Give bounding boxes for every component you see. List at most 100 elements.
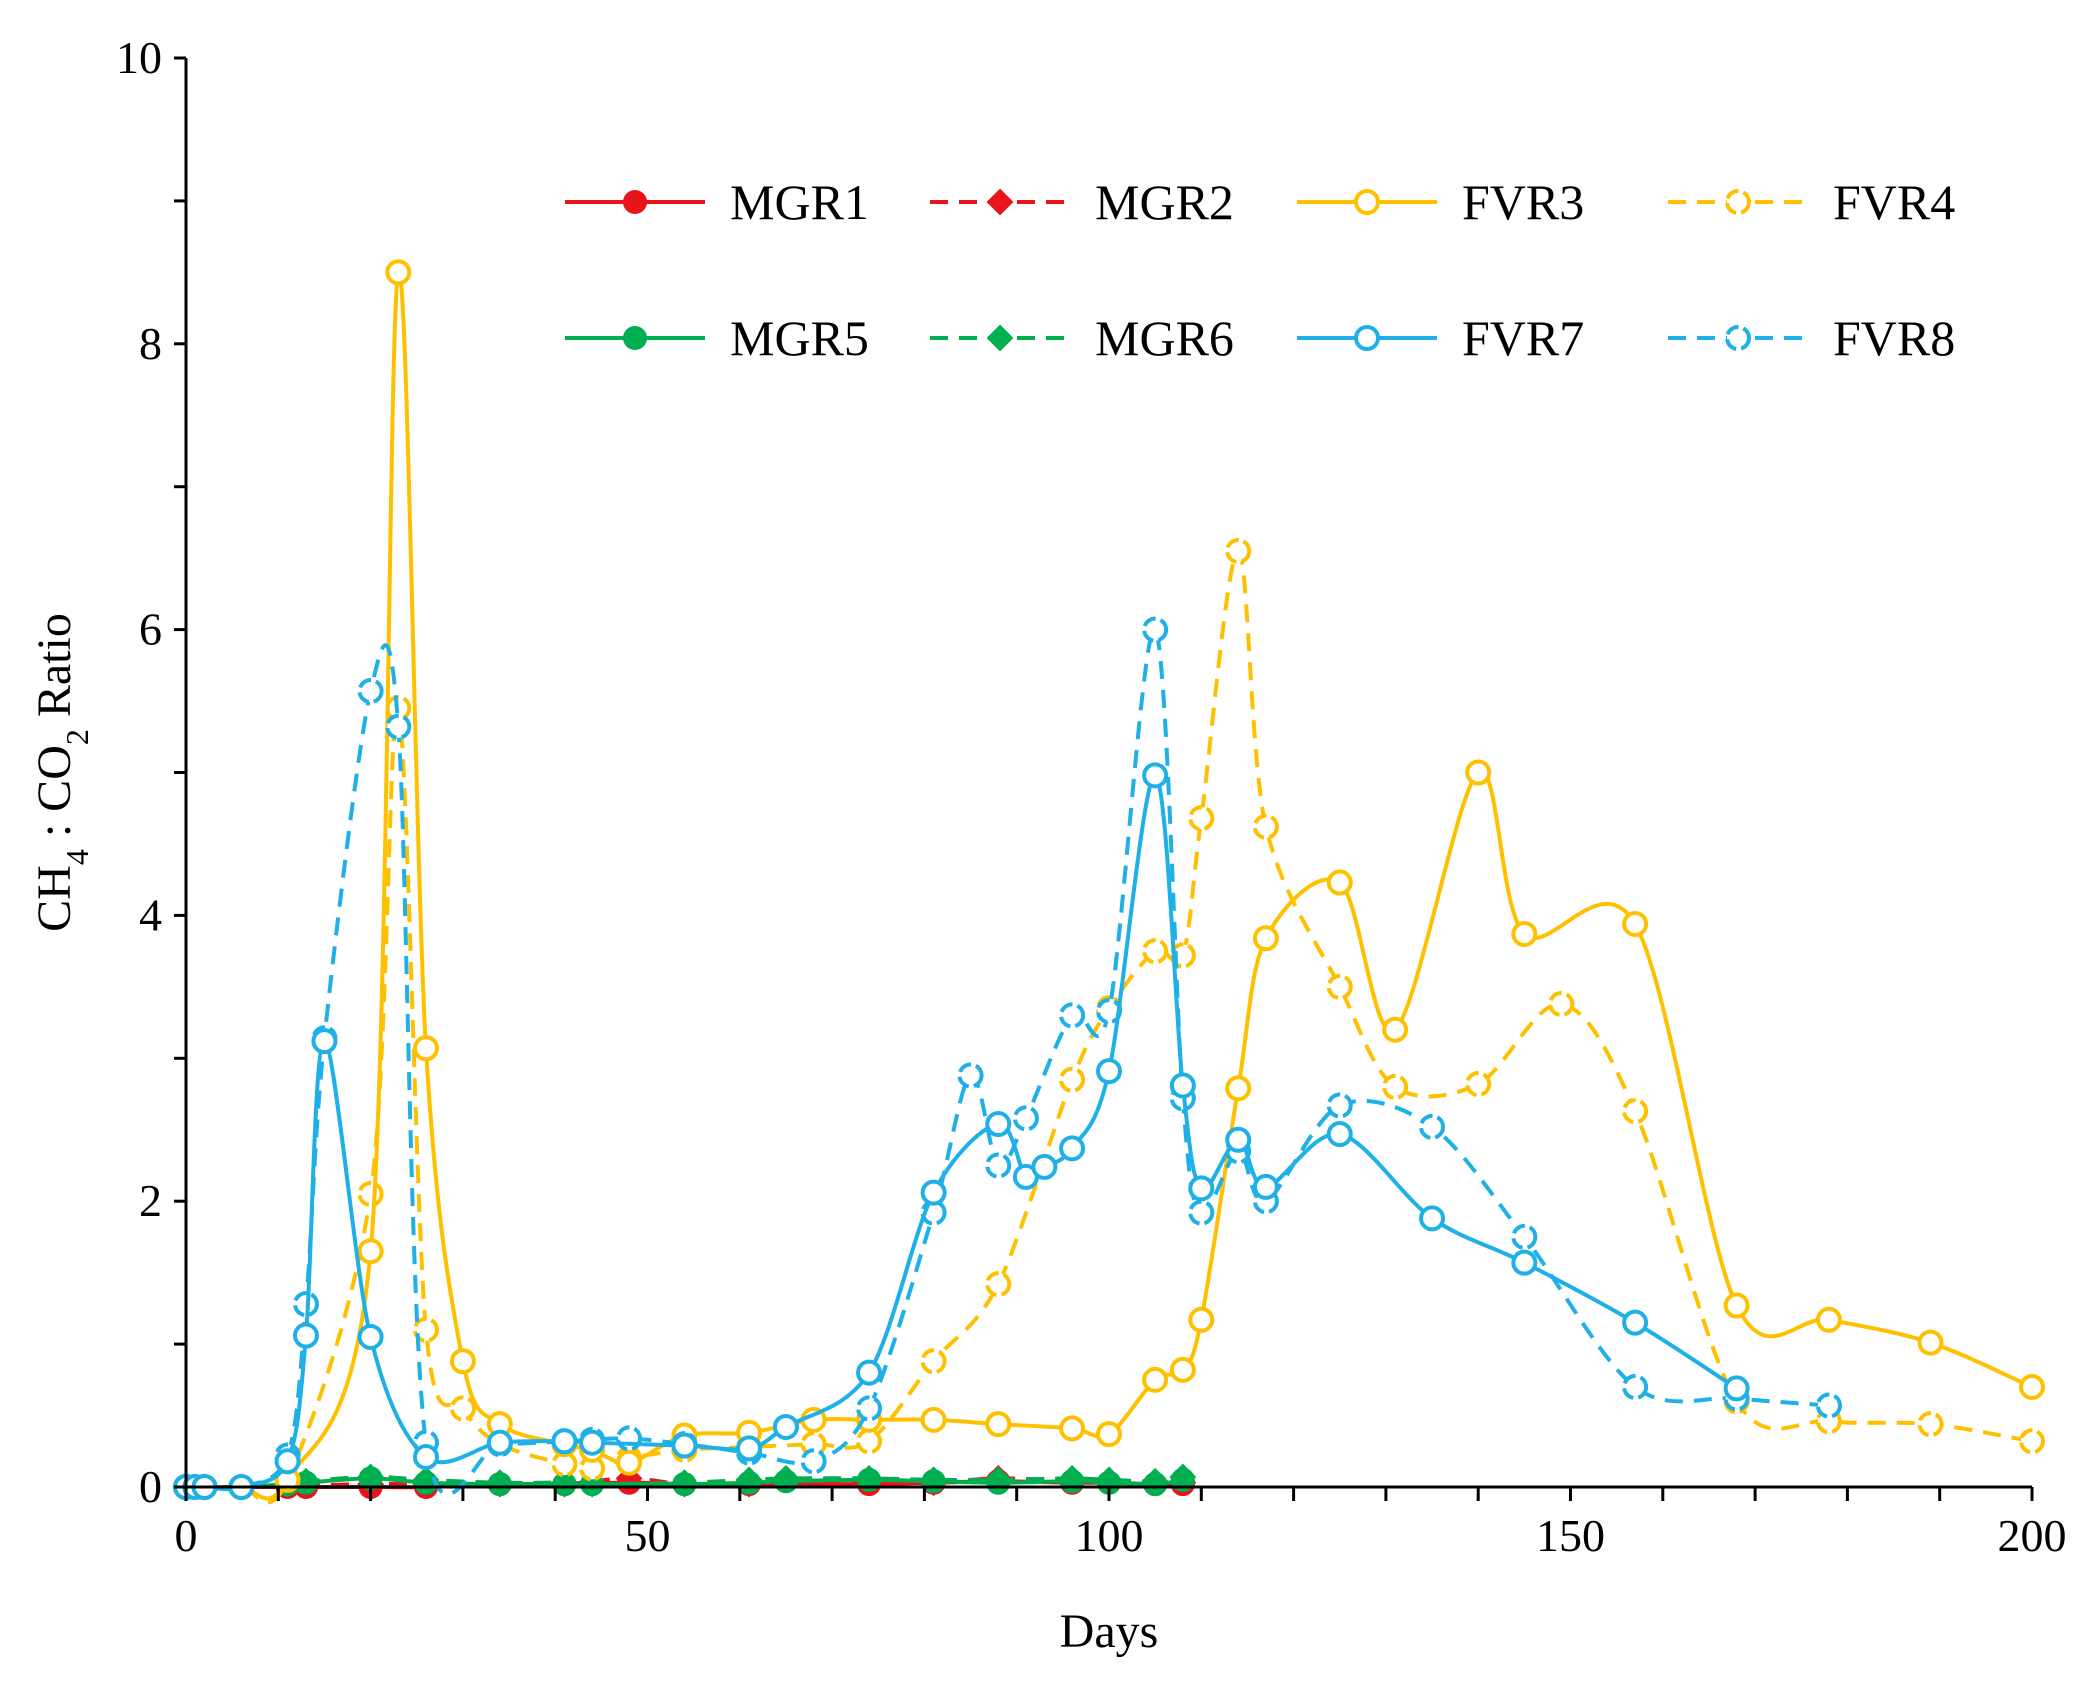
legend-marker-mgr2 — [986, 188, 1014, 216]
data-point-fvr4 — [1252, 813, 1279, 840]
legend: MGR1 MGR2 FVR3 FVR4 MGR5 MGR6 FVR7 FVR8 — [565, 174, 1955, 366]
data-point-fvr3 — [2019, 1373, 2045, 1400]
data-point-fvr7 — [1723, 1375, 1750, 1402]
data-point-fvr3 — [1382, 1016, 1409, 1043]
legend-label-mgr2: MGR2 — [1095, 174, 1234, 230]
data-point-fvr3 — [385, 259, 412, 286]
data-point-fvr8 — [1622, 1373, 1649, 1400]
data-point-fvr4 — [1326, 973, 1353, 1000]
data-point-fvr8 — [1511, 1223, 1538, 1250]
data-point-fvr3 — [1059, 1415, 1086, 1442]
y-axis-title-subscript: 2 — [59, 729, 95, 745]
data-point-fvr3 — [1252, 925, 1279, 952]
data-point-fvr3 — [1465, 759, 1492, 786]
data-point-fvr4 — [1548, 990, 1575, 1017]
x-axis-title: Days — [1060, 1605, 1159, 1658]
data-point-fvr7 — [671, 1432, 698, 1459]
data-point-fvr7 — [856, 1359, 883, 1386]
legend-label-fvr4: FVR4 — [1833, 174, 1955, 230]
data-point-mgr6 — [578, 1470, 606, 1498]
x-tick-label: 50 — [625, 1510, 671, 1561]
data-point-fvr7 — [920, 1179, 947, 1206]
data-point-fvr3 — [1142, 1366, 1169, 1393]
x-tick-label: 100 — [1075, 1510, 1144, 1561]
data-point-fvr8 — [985, 1152, 1012, 1179]
data-point-fvr4 — [357, 1181, 384, 1208]
data-point-mgr6 — [671, 1469, 698, 1497]
data-point-fvr7 — [1059, 1135, 1086, 1162]
legend-label-mgr5: MGR5 — [730, 310, 869, 366]
data-point-fvr3 — [1326, 869, 1353, 896]
data-point-fvr4 — [449, 1395, 476, 1422]
y-tick-label: 8 — [139, 318, 162, 369]
data-point-fvr8 — [1059, 1002, 1086, 1029]
data-point-fvr7 — [1142, 762, 1169, 789]
data-point-mgr6 — [772, 1465, 800, 1492]
y-tick-label: 10 — [116, 32, 162, 83]
data-point-mgr6 — [1169, 1463, 1197, 1491]
series-fvr7 — [173, 762, 1750, 1500]
data-point-fvr7 — [772, 1413, 799, 1440]
legend-item-fvr7: FVR7 — [1297, 310, 1584, 366]
data-point-mgr6 — [486, 1469, 514, 1497]
data-point-fvr7 — [274, 1448, 301, 1475]
legend-marker-mgr1 — [623, 190, 647, 214]
data-point-fvr8 — [1142, 616, 1169, 643]
data-point-fvr4 — [1622, 1098, 1649, 1125]
data-point-fvr8 — [616, 1425, 643, 1452]
x-tick-label: 200 — [1998, 1510, 2067, 1561]
data-point-fvr8 — [957, 1062, 984, 1089]
data-point-fvr7 — [551, 1428, 578, 1455]
data-point-fvr8 — [357, 678, 384, 705]
legend-marker-mgr6 — [986, 324, 1014, 352]
series-layer — [172, 259, 2045, 1505]
series-line-fvr8 — [186, 627, 1830, 1497]
series-line-mgr6 — [186, 1474, 1184, 1490]
data-point-fvr3 — [357, 1238, 384, 1265]
data-point-fvr3 — [1225, 1075, 1252, 1102]
data-point-fvr8 — [1419, 1113, 1446, 1140]
data-point-fvr7 — [1225, 1126, 1252, 1153]
data-point-fvr3 — [1169, 1356, 1196, 1383]
data-point-fvr3 — [1188, 1306, 1215, 1333]
legend-label-fvr3: FVR3 — [1462, 174, 1584, 230]
series-line-fvr3 — [186, 269, 2033, 1501]
legend-label-mgr1: MGR1 — [730, 174, 869, 230]
data-point-fvr3 — [1511, 920, 1538, 947]
legend-marker-fvr4 — [1725, 189, 1751, 215]
data-point-fvr8 — [1012, 1105, 1039, 1132]
data-point-fvr4 — [1382, 1073, 1409, 1100]
data-point-fvr7 — [1096, 1058, 1122, 1085]
y-axis-title-part: CH — [28, 865, 81, 932]
data-point-fvr7 — [1169, 1072, 1196, 1099]
data-point-fvr4 — [1188, 805, 1215, 832]
legend-marker-mgr5 — [623, 326, 647, 350]
legend-label-fvr7: FVR7 — [1462, 310, 1584, 366]
data-point-fvr7 — [985, 1111, 1012, 1138]
data-point-fvr7 — [486, 1429, 513, 1456]
data-point-fvr8 — [1326, 1092, 1353, 1119]
data-point-fvr8 — [385, 713, 412, 740]
y-axis-title: CH4 : CO2 Ratio — [28, 613, 95, 932]
y-tick-label: 4 — [139, 889, 162, 940]
data-point-fvr4 — [1225, 538, 1252, 565]
data-point-fvr4 — [1917, 1411, 1944, 1438]
data-point-fvr3 — [1815, 1306, 1842, 1333]
data-point-fvr3 — [1917, 1329, 1944, 1356]
data-point-fvr7 — [1511, 1249, 1538, 1276]
data-point-fvr7 — [1188, 1175, 1215, 1202]
data-point-fvr3 — [1723, 1292, 1750, 1319]
data-point-fvr7 — [1622, 1309, 1649, 1336]
legend-label-fvr8: FVR8 — [1833, 310, 1955, 366]
data-point-fvr4 — [1142, 938, 1169, 965]
data-point-mgr6 — [551, 1469, 578, 1497]
legend-label-mgr6: MGR6 — [1095, 310, 1234, 366]
x-tick-label: 150 — [1536, 1510, 1605, 1561]
data-point-fvr7 — [311, 1028, 338, 1055]
data-point-fvr7 — [1326, 1121, 1353, 1148]
legend-item-mgr2: MGR2 — [930, 174, 1234, 230]
data-point-fvr7 — [412, 1443, 439, 1470]
data-point-fvr8 — [800, 1448, 827, 1475]
y-tick-label: 0 — [139, 1461, 162, 1512]
